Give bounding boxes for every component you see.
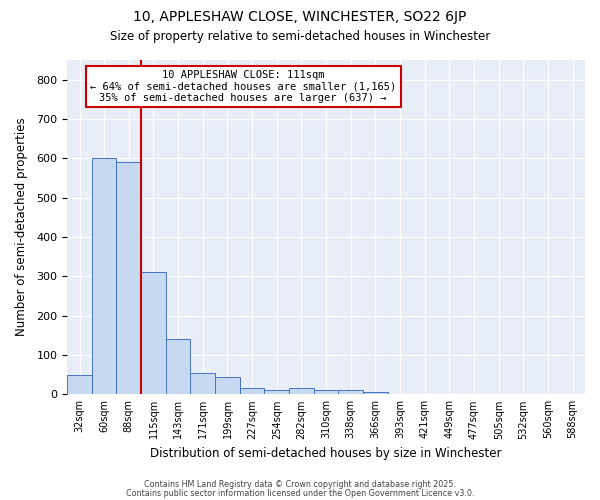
Y-axis label: Number of semi-detached properties: Number of semi-detached properties (15, 118, 28, 336)
Bar (240, 388, 265, 394)
Bar (141, 272, 166, 394)
Text: 10, APPLESHAW CLOSE, WINCHESTER, SO22 6JP: 10, APPLESHAW CLOSE, WINCHESTER, SO22 6J… (133, 10, 467, 24)
Text: Size of property relative to semi-detached houses in Winchester: Size of property relative to semi-detach… (110, 30, 490, 43)
Bar (215, 376, 240, 394)
Bar (116, 162, 141, 394)
Text: Contains public sector information licensed under the Open Government Licence v3: Contains public sector information licen… (126, 489, 474, 498)
Bar (338, 390, 363, 394)
Bar (314, 390, 338, 394)
Text: 10 APPLESHAW CLOSE: 111sqm
← 64% of semi-detached houses are smaller (1,165)
35%: 10 APPLESHAW CLOSE: 111sqm ← 64% of semi… (90, 70, 397, 103)
Bar (265, 390, 289, 394)
Bar (363, 392, 388, 394)
Bar (92, 158, 116, 394)
Text: Contains HM Land Registry data © Crown copyright and database right 2025.: Contains HM Land Registry data © Crown c… (144, 480, 456, 489)
Bar (166, 339, 190, 394)
Bar (67, 374, 92, 394)
X-axis label: Distribution of semi-detached houses by size in Winchester: Distribution of semi-detached houses by … (151, 447, 502, 460)
Bar (190, 372, 215, 394)
Bar (289, 388, 314, 394)
